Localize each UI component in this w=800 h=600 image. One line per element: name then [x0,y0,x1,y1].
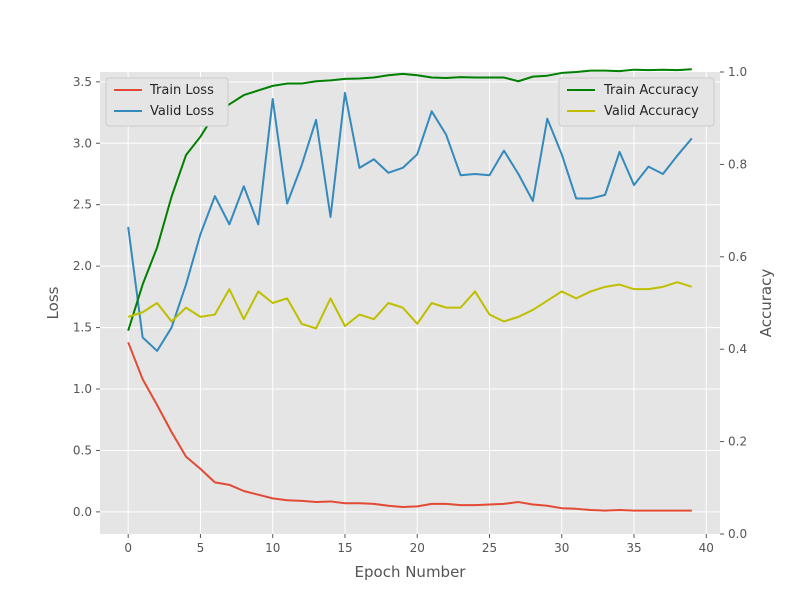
left-y-tick-label: 3.0 [73,136,92,150]
x-tick-label: 15 [337,541,352,555]
right-y-tick-label: 0.2 [728,435,747,449]
x-tick-label: 0 [124,541,132,555]
legend-train-accuracy-label: Train Accuracy [603,83,699,98]
x-tick-label: 35 [626,541,641,555]
legend-loss: Train Loss Valid Loss [105,77,229,127]
x-tick-label: 25 [482,541,497,555]
x-tick-label: 10 [265,541,280,555]
right-y-tick-label: 0.4 [728,342,747,356]
train-loss-line [127,341,692,512]
y-gridlines [96,71,724,535]
x-tick-label: 20 [410,541,425,555]
x-tick-label: 5 [197,541,205,555]
x-axis-label: Epoch Number [355,563,467,581]
right-y-tick-label: 0.6 [728,250,747,264]
legend-accuracy: Train Accuracy Valid Accuracy [558,77,715,127]
legend-train-loss-label: Train Loss [149,83,214,98]
left-y-tick-label: 1.5 [73,321,92,335]
valid-loss-line [127,91,693,352]
legend-valid-loss-label: Valid Loss [150,104,214,119]
left-y-tick-label: 2.5 [73,198,92,212]
left-y-axis-label: Loss [44,286,62,319]
left-y-tick-label: 2.0 [73,259,92,273]
right-y-tick-labels: 0.0 0.2 0.4 0.6 0.8 1.0 [728,65,747,541]
legend-accuracy-box [558,77,715,127]
x-tick-label: 40 [699,541,714,555]
legend-valid-accuracy-label: Valid Accuracy [604,104,699,119]
left-y-tick-label: 3.5 [73,75,92,89]
x-tick-labels: 0 5 10 15 20 25 30 35 40 [124,541,714,555]
left-y-tick-label: 0.5 [73,443,92,457]
right-y-axis-label: Accuracy [757,269,775,338]
valid-accuracy-line [127,281,693,330]
left-y-tick-label: 0.0 [73,505,92,519]
right-y-tick-label: 0.8 [728,157,747,171]
right-y-tick-label: 0.0 [728,527,747,541]
plot-background [100,72,720,534]
left-y-tick-labels: 0.0 0.5 1.0 1.5 2.0 2.5 3.0 3.5 [73,75,92,519]
left-y-tick-label: 1.0 [73,382,92,396]
right-y-tick-label: 1.0 [728,65,747,79]
x-tick-label: 30 [554,541,569,555]
